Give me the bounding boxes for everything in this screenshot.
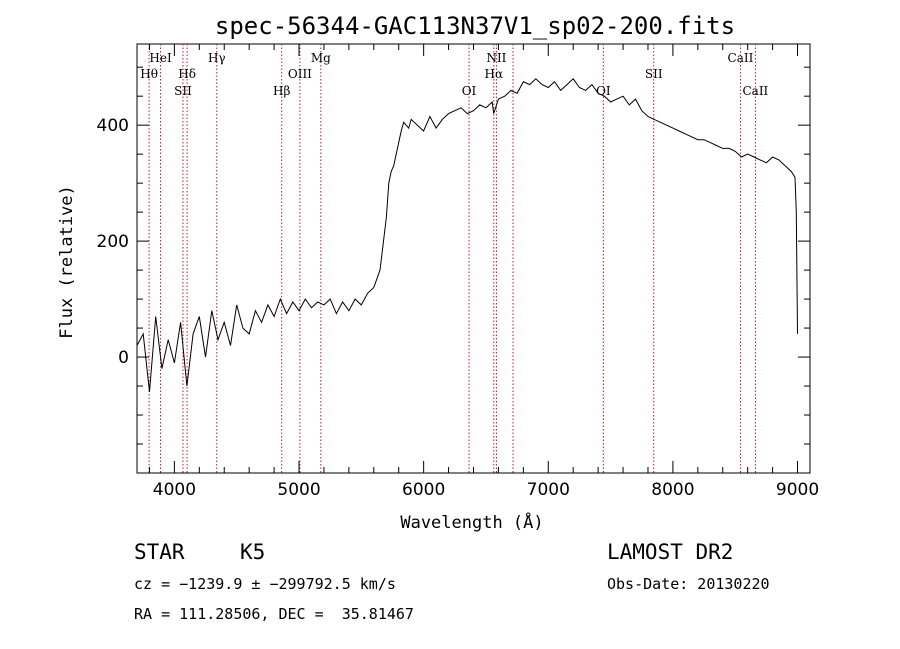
- y-tick-label: 200: [97, 232, 129, 252]
- line-marker-label: Hγ: [208, 51, 226, 65]
- object-class: STAR: [134, 540, 185, 564]
- line-marker-label: Mg: [311, 51, 331, 65]
- x-tick-label: 4000: [153, 480, 196, 500]
- coordinates: RA = 111.28506, DEC = 35.81467: [134, 605, 414, 623]
- object-subclass: K5: [240, 540, 266, 564]
- line-marker-label: CaII: [728, 51, 754, 65]
- redshift-readout: cz = −1239.9 ± −299792.5 km/s: [134, 575, 396, 593]
- line-marker-label: CaII: [742, 84, 768, 98]
- line-marker-label: HeI: [149, 51, 172, 65]
- survey-name: LAMOST DR2: [607, 540, 734, 564]
- y-tick-label: 400: [97, 116, 129, 136]
- x-tick-label: 9000: [776, 480, 819, 500]
- y-tick-label: 0: [118, 348, 129, 368]
- x-axis-label: Wavelength (Å): [400, 511, 543, 533]
- line-marker-label: SII: [174, 84, 192, 98]
- obs-date: Obs-Date: 20130220: [607, 575, 770, 593]
- line-marker-label: Hβ: [273, 84, 290, 98]
- spectrum-series-line: [136, 78, 798, 392]
- chart-title: spec-56344-GAC113N37V1_sp02-200.fits: [215, 12, 735, 40]
- line-marker-label: Hδ: [178, 67, 196, 81]
- line-marker-label: SII: [645, 67, 663, 81]
- x-tick-label: 6000: [402, 480, 445, 500]
- line-marker-label: OIII: [288, 67, 312, 81]
- x-tick-label: 5000: [277, 480, 320, 500]
- line-marker-label: Hα: [485, 67, 504, 81]
- line-marker-label: Hθ: [140, 67, 158, 81]
- plot-frame: [136, 43, 811, 474]
- line-marker-label: NII: [486, 51, 506, 65]
- line-marker-label: OI: [462, 84, 477, 98]
- x-tick-label: 7000: [527, 480, 570, 500]
- axis-ticks: 4000 5000 6000 7000 8000 9000 0 200 400: [97, 44, 819, 500]
- x-tick-label: 8000: [651, 480, 694, 500]
- y-axis-label: Flux (relative): [57, 185, 77, 339]
